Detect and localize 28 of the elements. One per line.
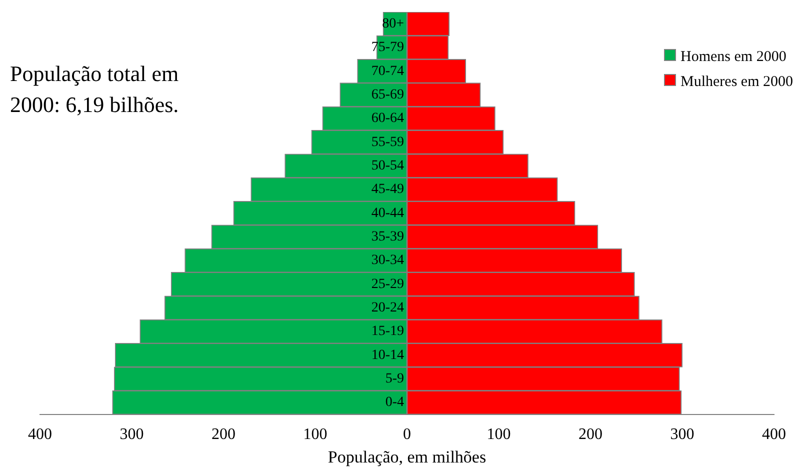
y-tick-label: 30-34	[371, 253, 404, 268]
y-tick-label: 10-14	[371, 348, 404, 363]
legend-label: Homens em 2000	[680, 49, 786, 65]
y-tick-label: 25-29	[371, 276, 404, 292]
y-tick-label: 20-24	[371, 300, 404, 316]
y-tick-label: 65-69	[371, 88, 404, 103]
x-tick-label: 400	[28, 426, 52, 444]
x-tick-label: 200	[212, 426, 236, 444]
y-tick-label: 45-49	[371, 182, 404, 198]
y-tick-label: 55-59	[371, 134, 404, 150]
y-tick-label: 15-19	[371, 324, 404, 340]
x-tick-label: 100	[303, 426, 328, 444]
legend-label: Mulheres em 2000	[680, 74, 793, 90]
x-tick-label: 200	[578, 426, 602, 444]
y-tick-label: 5-9	[385, 372, 404, 387]
y-tick-label: 35-39	[371, 230, 404, 245]
x-tick-label: 300	[120, 426, 144, 444]
x-axis-title: População, em milhões	[328, 447, 486, 466]
y-tick-label: 0-4	[385, 395, 404, 410]
x-tick-label: 100	[486, 426, 511, 444]
y-tick-label: 40-44	[371, 206, 404, 221]
x-tick-label: 300	[670, 426, 694, 444]
x-tick-label: 400	[762, 426, 786, 444]
y-tick-label: 70-74	[371, 64, 404, 79]
y-tick-label: 50-54	[371, 158, 404, 174]
x-tick-label: 0	[403, 426, 411, 444]
annotation: População total em 2000: 6,19 bilhões.	[10, 60, 180, 119]
y-tick-label: 60-64	[371, 111, 404, 126]
